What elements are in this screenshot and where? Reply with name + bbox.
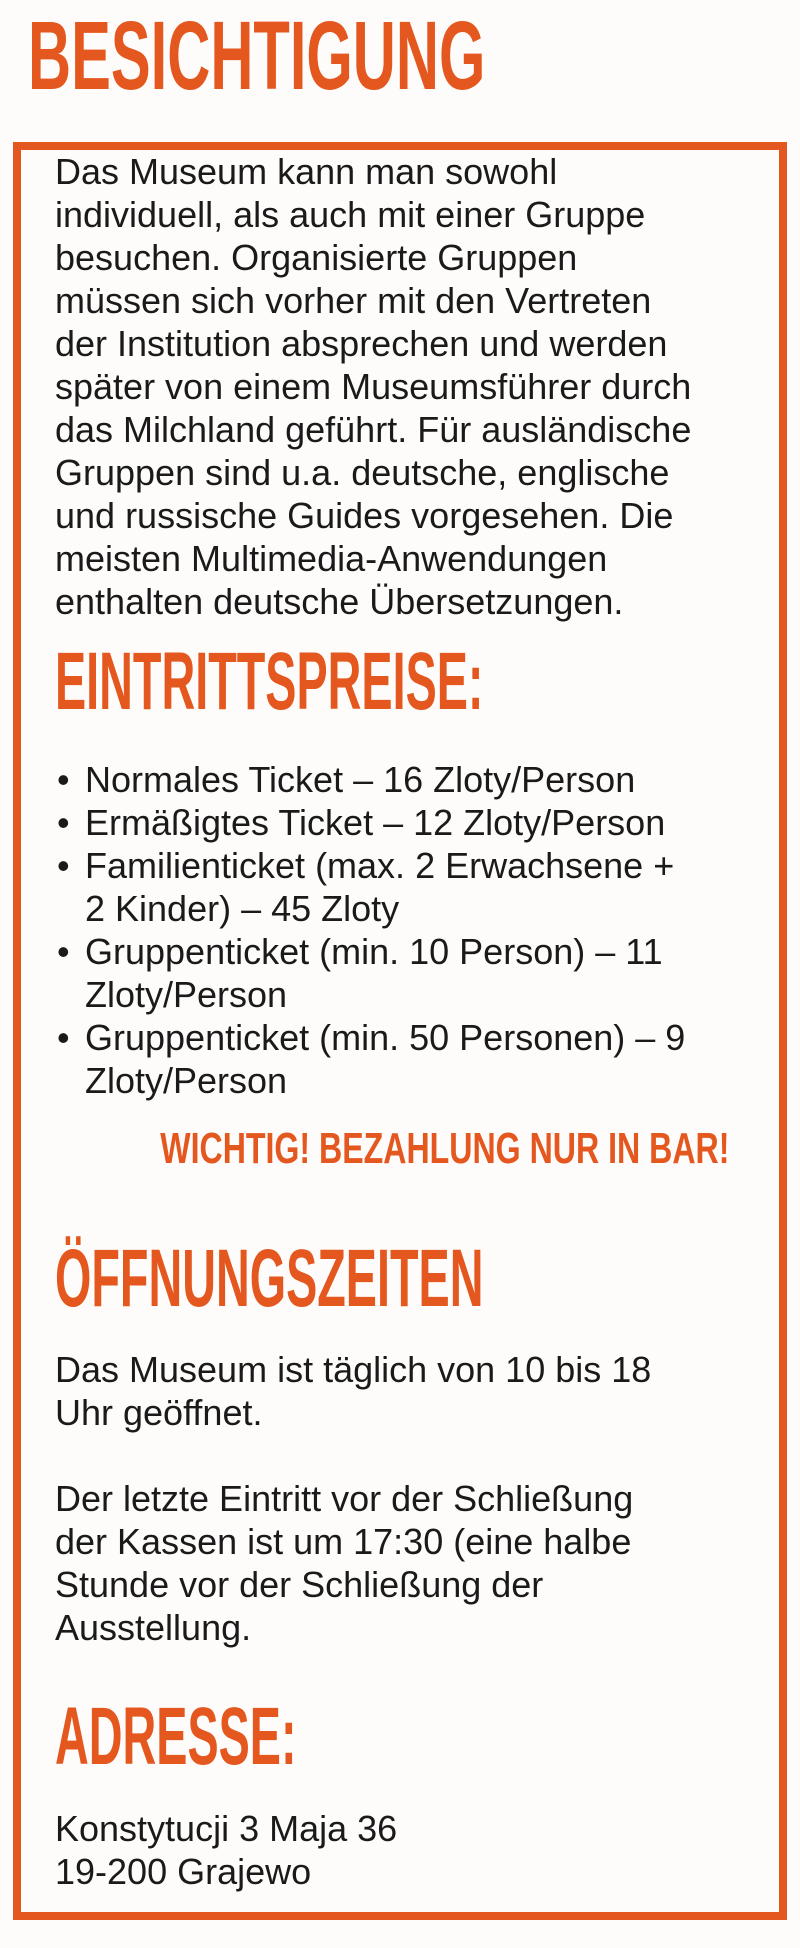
page-title-text: BESICHTIGUNG [28,1,486,110]
opening-hours-paragraph: Das Museum ist täglich von 10 bis 18 Uhr… [55,1349,652,1433]
price-list-item: Ermäßigtes Ticket – 12 Zloty/Person [55,801,757,844]
address-heading: ADRESSE: [55,1691,757,1782]
price-list: Normales Ticket – 16 Zloty/PersonErmäßig… [55,758,757,1102]
price-list-item: Gruppenticket (min. 10 Person) – 11 Zlot… [55,930,757,1016]
intro-paragraph: Das Museum kann man sowohl individuell, … [55,151,692,622]
prices-heading: EINTRITTSPREISE: [55,636,757,727]
payment-notice-text: WICHTIG! BEZAHLUNG NUR IN BAR! [160,1124,730,1173]
prices-heading-text: EINTRITTSPREISE: [55,636,484,727]
price-list-item: Familienticket (max. 2 Erwachsene + 2 Ki… [55,844,757,930]
price-list-item: Normales Ticket – 16 Zloty/Person [55,758,757,801]
opening-hours-paragraphs: Das Museum ist täglich von 10 bis 18 Uhr… [55,1348,757,1649]
opening-hours-heading: ÖFFNUNGSZEITEN [55,1233,757,1324]
payment-notice: WICHTIG! BEZAHLUNG NUR IN BAR! [55,1125,757,1173]
address-text: Konstytucji 3 Maja 36 19-200 Grajewo [55,1808,398,1892]
opening-hours-paragraph: Der letzte Eintritt vor der Schließung d… [55,1478,634,1648]
page-title: BESICHTIGUNG [28,1,800,110]
content-frame: Das Museum kann man sowohl individuell, … [13,142,787,1920]
opening-hours-heading-text: ÖFFNUNGSZEITEN [55,1233,484,1324]
address-heading-text: ADRESSE: [55,1691,297,1782]
price-list-item: Gruppenticket (min. 50 Personen) – 9 Zlo… [55,1016,757,1102]
